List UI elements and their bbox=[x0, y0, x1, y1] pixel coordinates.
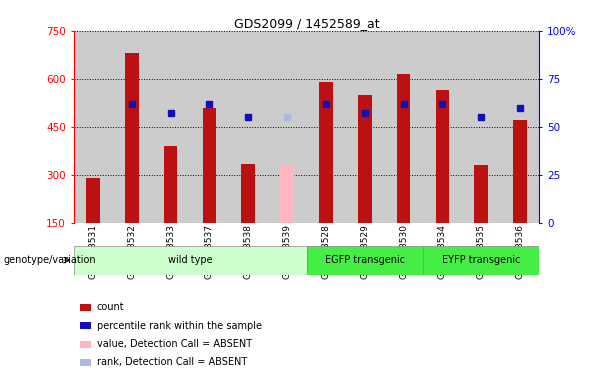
Bar bbox=[86, 178, 100, 223]
Bar bbox=[397, 74, 410, 223]
Bar bbox=[358, 95, 371, 223]
Text: wild type: wild type bbox=[168, 255, 212, 265]
Bar bbox=[306, 246, 423, 275]
Bar bbox=[125, 53, 139, 223]
Text: EGFP transgenic: EGFP transgenic bbox=[325, 255, 405, 265]
Bar bbox=[319, 82, 333, 223]
Text: EYFP transgenic: EYFP transgenic bbox=[442, 255, 520, 265]
Bar bbox=[280, 165, 294, 223]
Text: percentile rank within the sample: percentile rank within the sample bbox=[97, 321, 262, 331]
Bar bbox=[74, 246, 306, 275]
Text: value, Detection Call = ABSENT: value, Detection Call = ABSENT bbox=[97, 339, 252, 349]
Bar bbox=[474, 165, 488, 223]
Bar bbox=[164, 146, 177, 223]
Text: rank, Detection Call = ABSENT: rank, Detection Call = ABSENT bbox=[97, 358, 247, 367]
Bar bbox=[513, 120, 527, 223]
Title: GDS2099 / 1452589_at: GDS2099 / 1452589_at bbox=[234, 17, 379, 30]
Bar bbox=[423, 246, 539, 275]
Bar bbox=[436, 90, 449, 223]
Bar bbox=[242, 164, 255, 223]
Bar bbox=[203, 108, 216, 223]
Text: count: count bbox=[97, 302, 124, 312]
Text: genotype/variation: genotype/variation bbox=[3, 255, 96, 265]
